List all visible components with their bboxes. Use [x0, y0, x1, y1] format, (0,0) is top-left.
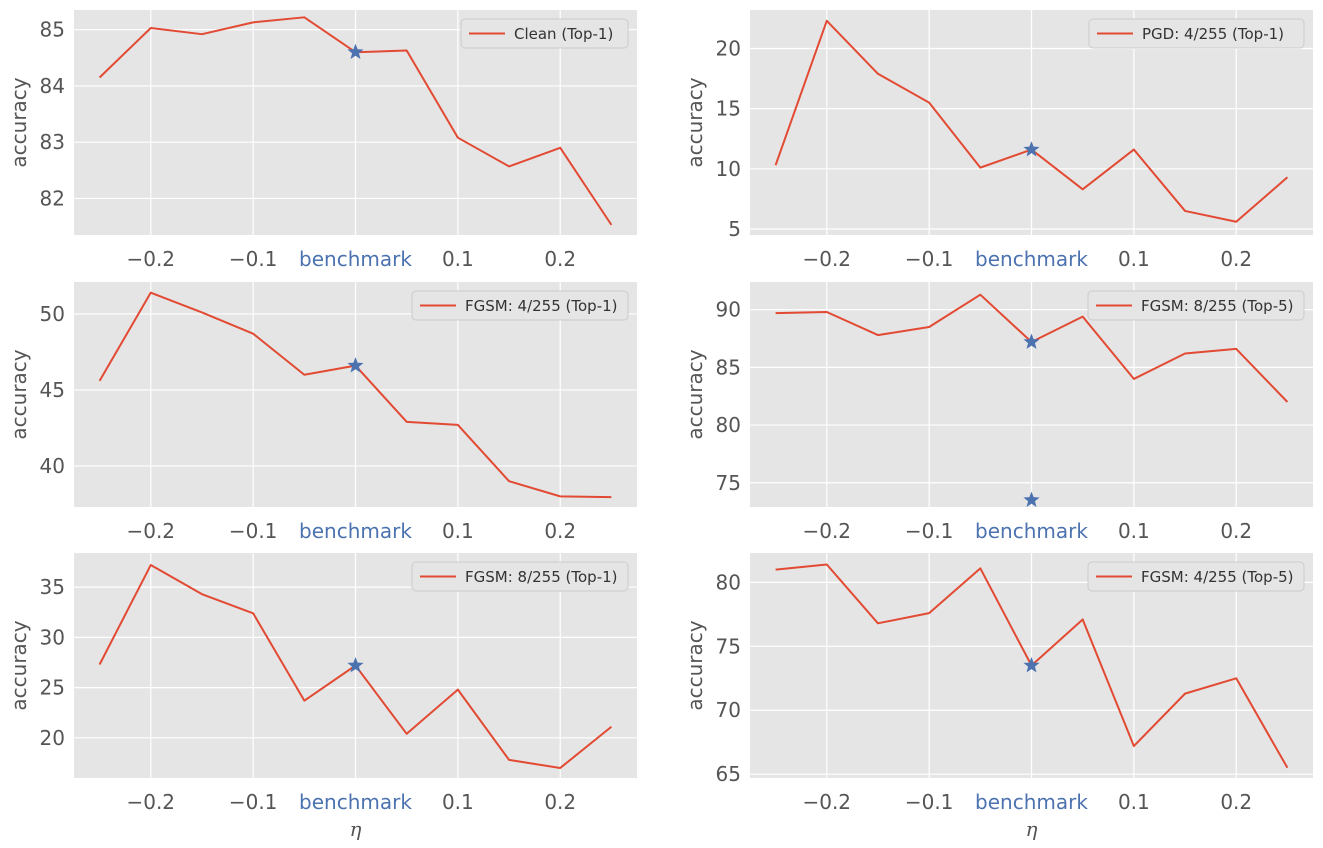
y-tick-label: 40 — [40, 454, 65, 478]
y-tick-label: 84 — [40, 74, 65, 98]
panel-4: 75 80 85 90 −0.2 −0.1 0.1 0.2 benchmark accuracy F… — [683, 282, 1313, 543]
y-axis-label: accuracy — [683, 349, 707, 439]
y-tick-label: 10 — [716, 157, 741, 181]
legend-box — [1088, 18, 1305, 49]
y-axis-label: accuracy — [7, 77, 31, 167]
y-axis-label: accuracy — [7, 620, 31, 710]
benchmark-star-marker — [1023, 141, 1040, 157]
y-tick-label: 75 — [716, 634, 741, 658]
y-tick-label: 15 — [716, 97, 741, 121]
y-tick-label: 65 — [716, 762, 741, 786]
y-tick-label: 45 — [40, 378, 65, 402]
benchmark-star-marker — [347, 43, 364, 60]
x-tick-label: −0.1 — [905, 519, 954, 543]
legend-label: PGD: 4/255 (Top-1) — [1142, 25, 1284, 43]
x-tick-label: −0.2 — [126, 519, 175, 543]
legend-box — [411, 561, 629, 592]
benchmark-tick-label: benchmark — [975, 519, 1088, 543]
x-tick-label: 0.2 — [1220, 519, 1252, 543]
x-axis-label: η — [1026, 817, 1038, 841]
x-tick-label: −0.1 — [229, 790, 278, 814]
panel-5: 20 25 30 35 −0.2 −0.1 0.1 0.2 benchmark accuracy η… — [7, 553, 637, 841]
y-axis-label: accuracy — [7, 349, 31, 439]
y-tick-label: 85 — [40, 18, 65, 42]
x-axis-label: η — [350, 817, 362, 841]
legend: PGD: 4/255 (Top-1) — [1088, 18, 1305, 49]
panel-1: 82 83 84 85 −0.2 −0.1 0.1 0.2 benchmark accuracy C… — [7, 10, 637, 271]
panel-2: 5 10 15 20 −0.2 −0.1 0.1 0.2 benchmark accuracy PG… — [683, 10, 1313, 271]
x-tick-label: 0.1 — [442, 519, 474, 543]
y-tick-label: 70 — [716, 698, 741, 722]
x-tick-label: 0.2 — [544, 247, 576, 271]
legend: FGSM: 4/255 (Top-1) — [411, 290, 629, 321]
y-tick-label: 85 — [716, 355, 741, 379]
legend-label: FGSM: 4/255 (Top-5) — [1141, 568, 1294, 586]
y-axis-label: accuracy — [683, 620, 707, 710]
benchmark-tick-label: benchmark — [299, 519, 412, 543]
x-tick-label: 0.1 — [1118, 519, 1150, 543]
legend-box — [411, 290, 629, 321]
benchmark-star-marker — [1023, 491, 1040, 507]
legend-box — [1087, 561, 1305, 592]
x-tick-label: 0.2 — [1220, 790, 1252, 814]
x-tick-label: −0.2 — [802, 247, 851, 271]
x-tick-label: −0.1 — [905, 247, 954, 271]
x-tick-label: 0.2 — [544, 519, 576, 543]
x-tick-label: −0.2 — [802, 790, 851, 814]
legend: FGSM: 4/255 (Top-5) — [1087, 561, 1305, 592]
legend-label: FGSM: 4/255 (Top-1) — [465, 297, 618, 315]
benchmark-star-marker — [1023, 657, 1040, 673]
y-tick-label: 35 — [40, 575, 65, 599]
x-tick-label: −0.1 — [229, 519, 278, 543]
x-tick-label: 0.1 — [1118, 790, 1150, 814]
x-tick-label: −0.1 — [905, 790, 954, 814]
benchmark-tick-label: benchmark — [975, 247, 1088, 271]
benchmark-tick-label: benchmark — [299, 790, 412, 814]
benchmark-star-marker — [347, 657, 364, 673]
y-tick-label: 50 — [40, 302, 65, 326]
x-tick-label: 0.2 — [544, 790, 576, 814]
legend-label: Clean (Top-1) — [514, 25, 613, 43]
x-tick-label: 0.2 — [1220, 247, 1252, 271]
panel-3: 40 45 50 −0.2 −0.1 0.1 0.2 benchmark accuracy FGS… — [7, 282, 637, 543]
y-axis-label: accuracy — [683, 77, 707, 167]
x-tick-label: 0.1 — [442, 247, 474, 271]
legend: FGSM: 8/255 (Top-1) — [411, 561, 629, 592]
legend-label: FGSM: 8/255 (Top-1) — [465, 568, 618, 586]
legend-box — [1087, 290, 1305, 321]
legend-label: FGSM: 8/255 (Top-5) — [1141, 297, 1294, 315]
y-tick-label: 5 — [728, 217, 741, 241]
y-tick-label: 25 — [40, 676, 65, 700]
benchmark-tick-label: benchmark — [975, 790, 1088, 814]
y-tick-label: 80 — [716, 570, 741, 594]
y-tick-label: 75 — [716, 471, 741, 495]
y-tick-label: 83 — [40, 130, 65, 154]
y-tick-label: 90 — [716, 298, 741, 322]
y-tick-label: 80 — [716, 413, 741, 437]
y-tick-label: 20 — [716, 37, 741, 61]
legend: Clean (Top-1) — [460, 18, 629, 49]
x-tick-label: 0.1 — [1118, 247, 1150, 271]
legend: FGSM: 8/255 (Top-5) — [1087, 290, 1305, 321]
y-tick-label: 20 — [40, 726, 65, 750]
x-tick-label: −0.1 — [229, 247, 278, 271]
x-tick-label: −0.2 — [802, 519, 851, 543]
x-tick-label: −0.2 — [126, 247, 175, 271]
panel-6: 65 70 75 80 −0.2 −0.1 0.1 0.2 benchmark accuracy η… — [683, 553, 1313, 841]
benchmark-star-marker — [1023, 333, 1040, 349]
y-tick-label: 30 — [40, 625, 65, 649]
legend-box — [460, 18, 629, 49]
y-tick-label: 82 — [40, 186, 65, 210]
benchmark-tick-label: benchmark — [299, 247, 412, 271]
benchmark-star-marker — [347, 357, 364, 373]
x-tick-label: −0.2 — [126, 790, 175, 814]
x-tick-label: 0.1 — [442, 790, 474, 814]
